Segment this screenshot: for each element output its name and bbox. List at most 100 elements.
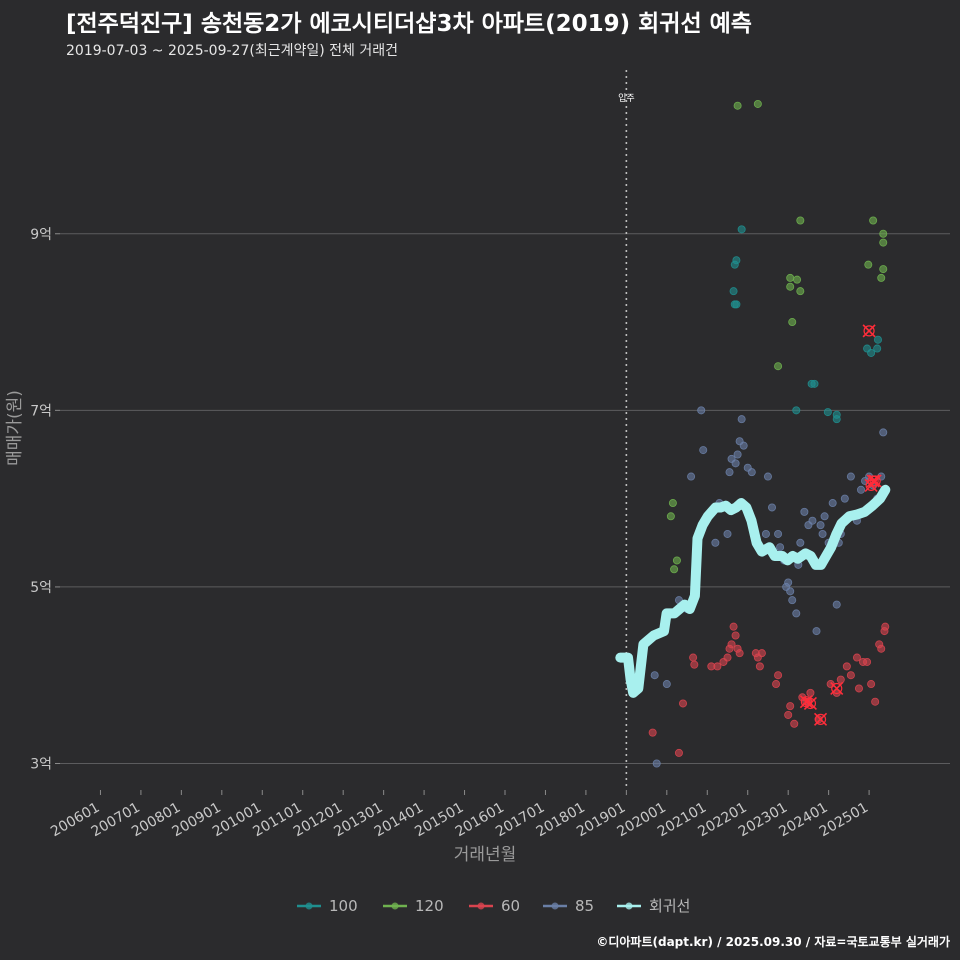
data-point-85 xyxy=(725,468,734,477)
data-point-100 xyxy=(792,406,801,415)
data-point-60 xyxy=(877,644,886,653)
data-point-60 xyxy=(755,662,764,671)
data-point-85 xyxy=(808,516,817,525)
data-point-60 xyxy=(846,671,855,680)
data-point-60 xyxy=(731,631,740,640)
data-point-60 xyxy=(679,699,688,708)
data-point-85 xyxy=(697,406,706,415)
data-point-120 xyxy=(668,499,677,508)
data-point-85 xyxy=(840,494,849,503)
data-point-120 xyxy=(788,318,797,327)
data-point-120 xyxy=(869,216,878,225)
data-point-120 xyxy=(796,287,805,296)
data-point-85 xyxy=(711,538,720,547)
legend-label: 60 xyxy=(501,897,520,915)
data-point-120 xyxy=(672,556,681,565)
data-point-60 xyxy=(725,644,734,653)
highlight-ring xyxy=(804,697,817,710)
data-point-60 xyxy=(790,719,799,728)
data-point-85 xyxy=(832,600,841,609)
data-point-60 xyxy=(842,662,851,671)
data-point-85 xyxy=(774,529,783,538)
data-point-60 xyxy=(729,622,738,631)
data-point-120 xyxy=(796,216,805,225)
legend-key-point xyxy=(391,902,399,910)
data-point-85 xyxy=(662,680,671,689)
legend-key-point xyxy=(551,902,559,910)
data-point-60 xyxy=(867,680,876,689)
chart-subtitle: 2019-07-03 ~ 2025-09-27(최근계약일) 전체 거래건 xyxy=(66,43,398,59)
data-point-85 xyxy=(723,529,732,538)
highlight-ring xyxy=(863,325,875,337)
highlight-cross xyxy=(813,712,828,726)
data-point-85 xyxy=(737,415,746,424)
data-point-100 xyxy=(823,408,832,417)
data-point-60 xyxy=(784,710,793,719)
data-point-60 xyxy=(871,697,880,706)
data-point-85 xyxy=(652,759,661,768)
highlight-ring xyxy=(814,713,827,725)
data-point-120 xyxy=(877,273,886,282)
data-point-60 xyxy=(881,622,890,631)
data-point-85 xyxy=(812,627,821,636)
y-tick-label: 3억 xyxy=(30,757,52,773)
data-point-85 xyxy=(857,485,866,494)
data-point-100 xyxy=(737,225,746,234)
data-point-120 xyxy=(793,275,802,284)
data-point-85 xyxy=(816,521,825,530)
data-point-60 xyxy=(836,675,845,684)
data-point-120 xyxy=(670,565,679,574)
data-point-85 xyxy=(800,507,809,516)
data-point-85 xyxy=(761,529,770,538)
data-point-85 xyxy=(731,459,740,468)
data-point-85 xyxy=(687,472,696,481)
data-point-120 xyxy=(733,101,742,110)
data-point-85 xyxy=(828,499,837,508)
data-point-120 xyxy=(666,512,675,521)
data-point-85 xyxy=(776,543,785,552)
data-point-60 xyxy=(852,653,861,662)
data-point-60 xyxy=(689,653,698,662)
legend-label: 120 xyxy=(415,897,444,915)
data-point-120 xyxy=(753,99,762,108)
legend-key-point xyxy=(477,902,485,910)
data-point-60 xyxy=(814,715,823,724)
data-point-60 xyxy=(786,702,795,711)
data-point-60 xyxy=(772,680,781,689)
data-point-100 xyxy=(732,300,741,309)
data-point-100 xyxy=(729,287,738,296)
data-point-85 xyxy=(788,596,797,605)
data-point-60 xyxy=(723,653,732,662)
legend-label: 85 xyxy=(575,897,594,915)
legend-label: 회귀선 xyxy=(649,897,690,915)
data-point-60 xyxy=(863,657,872,666)
data-point-100 xyxy=(832,415,841,424)
data-point-120 xyxy=(864,260,873,269)
data-point-60 xyxy=(774,671,783,680)
data-point-85 xyxy=(879,428,888,437)
x-axis-title: 거래년월 xyxy=(454,845,517,865)
data-point-85 xyxy=(747,468,756,477)
data-point-60 xyxy=(735,649,744,658)
data-point-85 xyxy=(782,582,791,591)
data-point-85 xyxy=(650,671,659,680)
legend-key-point xyxy=(625,902,633,910)
data-point-100 xyxy=(730,260,739,269)
data-point-85 xyxy=(820,512,829,521)
highlight-ring xyxy=(869,475,881,487)
data-point-120 xyxy=(786,282,795,291)
data-point-60 xyxy=(757,649,766,658)
regression-line xyxy=(615,484,891,698)
data-point-100 xyxy=(867,348,876,357)
y-tick-label: 5억 xyxy=(30,580,52,596)
highlight-cross xyxy=(868,474,882,488)
legend-key-point xyxy=(305,902,313,910)
source-caption: ©디아파트(dapt.kr) / 2025.09.30 / 자료=국토교통부 실… xyxy=(596,935,950,949)
data-point-85 xyxy=(846,472,855,481)
data-point-60 xyxy=(854,684,863,693)
data-point-120 xyxy=(879,229,888,238)
data-point-85 xyxy=(733,450,742,459)
data-point-85 xyxy=(763,472,772,481)
data-point-120 xyxy=(879,265,888,274)
